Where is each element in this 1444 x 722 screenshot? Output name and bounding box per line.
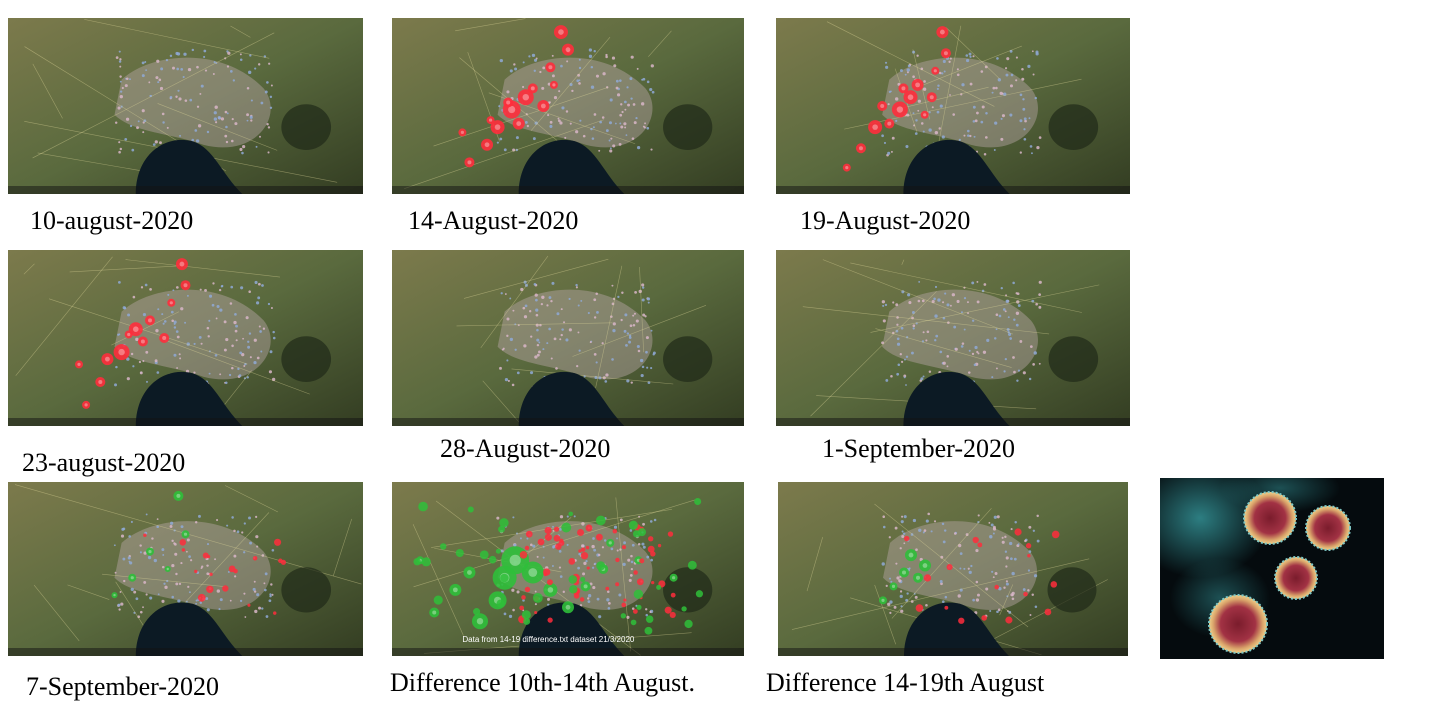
caption-6: 1-September-2020 xyxy=(822,434,1015,463)
satellite-map-image xyxy=(392,18,744,194)
map-panel-4 xyxy=(8,250,363,426)
satellite-map-image xyxy=(8,250,363,426)
map-panel-2 xyxy=(392,18,744,194)
map-panel-9 xyxy=(778,482,1128,656)
coronavirus-micrograph-icon xyxy=(1160,478,1384,659)
caption-8: Difference 10th-14th August. xyxy=(390,668,695,697)
map-panel-1 xyxy=(8,18,363,194)
caption-5: 28-August-2020 xyxy=(440,434,611,463)
caption-1: 10-august-2020 xyxy=(30,206,194,235)
satellite-map-image xyxy=(8,482,363,656)
satellite-map-image xyxy=(8,18,363,194)
caption-7: 7-September-2020 xyxy=(26,672,219,701)
map-panel-7 xyxy=(8,482,363,656)
map-panel-8: Data from 14-19 difference.txt dataset 2… xyxy=(392,482,744,656)
satellite-map-image xyxy=(776,250,1130,426)
caption-3: 19-August-2020 xyxy=(800,206,971,235)
caption-4: 23-august-2020 xyxy=(22,448,186,477)
virus-image xyxy=(1160,478,1384,659)
map-overlay-text: Data from 14-19 difference.txt dataset 2… xyxy=(462,635,635,644)
map-panel-6 xyxy=(776,250,1130,426)
caption-9: Difference 14-19th August xyxy=(766,668,1045,697)
map-panel-3 xyxy=(776,18,1130,194)
satellite-map-image xyxy=(392,250,744,426)
satellite-map-image xyxy=(776,18,1130,194)
map-panel-5 xyxy=(392,250,744,426)
satellite-map-image: Data from 14-19 difference.txt dataset 2… xyxy=(392,482,744,656)
caption-2: 14-August-2020 xyxy=(408,206,579,235)
satellite-map-image xyxy=(778,482,1128,656)
